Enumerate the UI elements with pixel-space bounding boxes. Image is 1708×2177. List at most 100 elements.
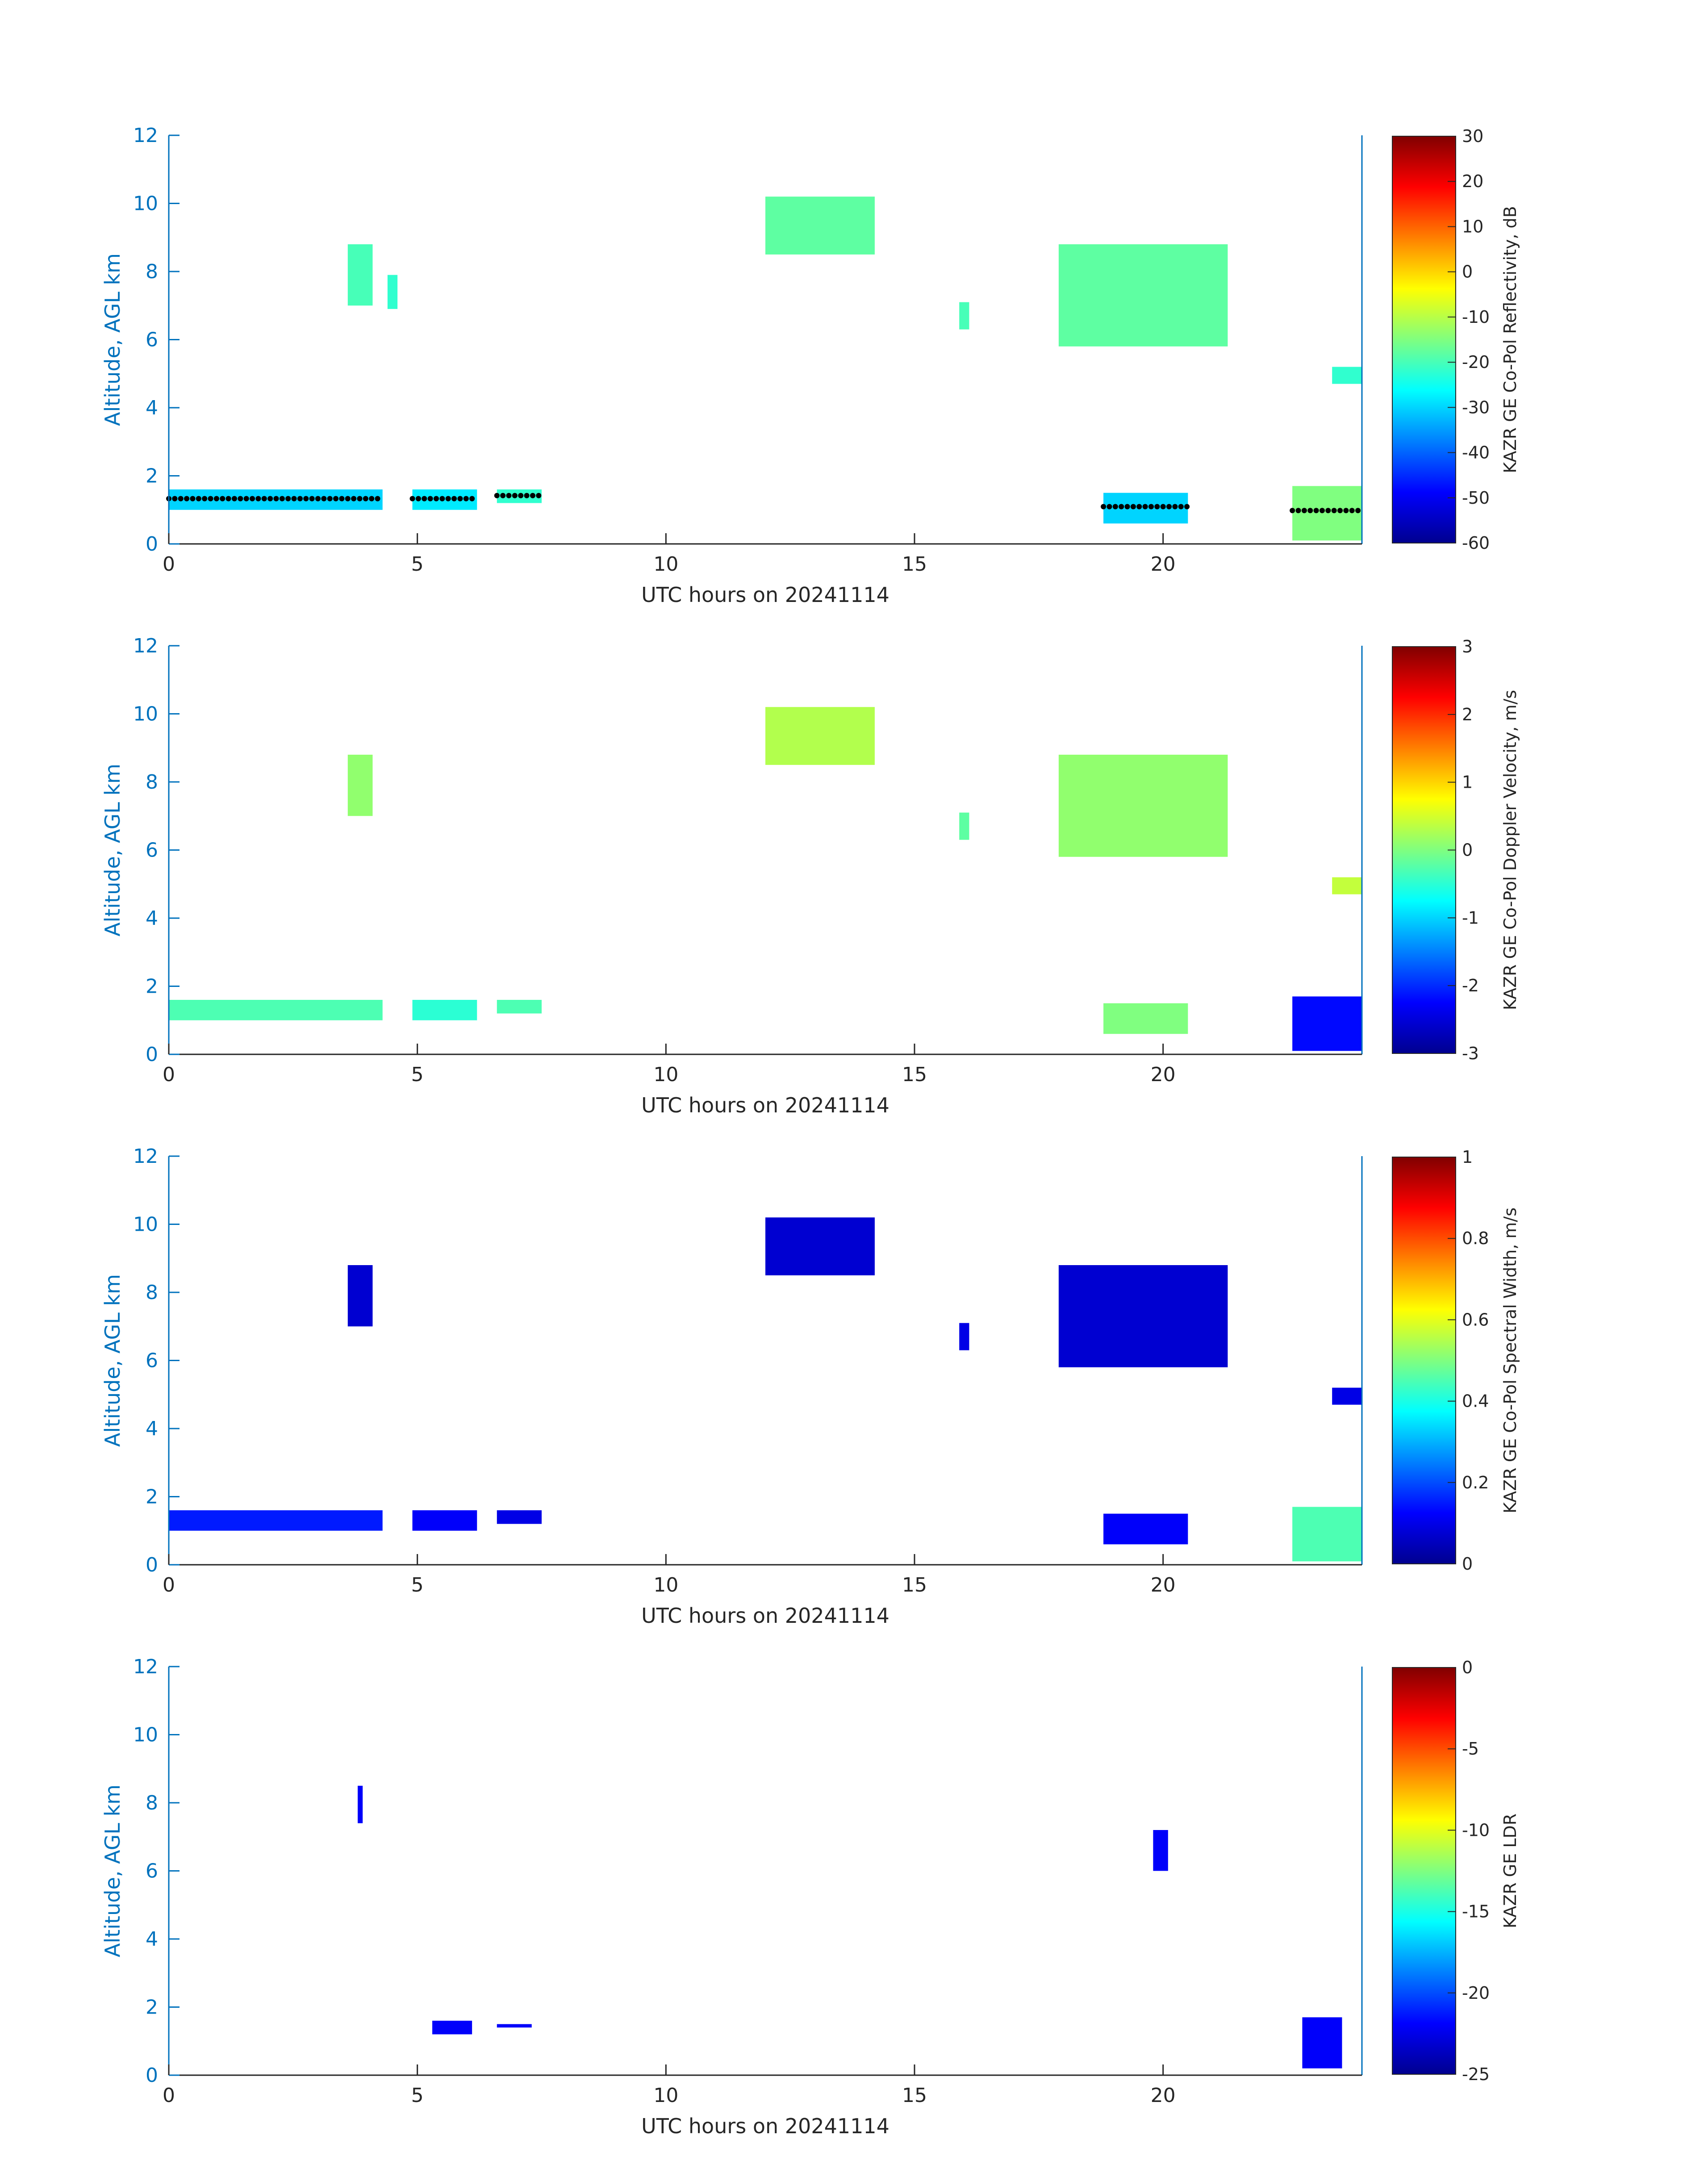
echo-region (1332, 1387, 1362, 1405)
cloud-base-point (463, 496, 469, 501)
cloud-base-point (297, 496, 303, 501)
colorbar-tick-label: -30 (1462, 397, 1490, 417)
colorbar-tick-label: -60 (1462, 533, 1490, 553)
echo-region (1292, 1507, 1362, 1562)
echo-region (412, 1000, 477, 1020)
colorbar-tick-label: -1 (1462, 908, 1479, 928)
cloud-base-point (1136, 504, 1142, 510)
cloud-base-point (500, 493, 506, 498)
cloud-base-point (1178, 504, 1184, 510)
y-tick-label: 8 (146, 1792, 158, 1814)
cloud-base-point (457, 496, 463, 501)
x-tick-label: 0 (163, 1574, 175, 1596)
cloud-base-point (512, 493, 518, 498)
echo-region (959, 302, 969, 330)
y-tick-label: 6 (146, 839, 158, 862)
x-axis-label: UTC hours on 20241114 (641, 1604, 889, 1628)
y-tick-label: 8 (146, 771, 158, 794)
cloud-base-point (1313, 508, 1319, 514)
colorbar-tick-label: -20 (1462, 1983, 1490, 2003)
cloud-base-point (291, 496, 297, 501)
colorbar-label: KAZR GE Co-Pol Spectral Width, m/s (1500, 1208, 1520, 1513)
cloud-base-point (190, 496, 196, 501)
echo-region (959, 1323, 969, 1350)
y-axis-label: Altitude, AGL km (100, 764, 125, 936)
colorbar (1392, 646, 1456, 1054)
echo-region (432, 2021, 472, 2035)
echo-region (497, 2024, 532, 2028)
echo-region (1302, 2017, 1342, 2068)
echo-region (1332, 367, 1362, 384)
cloud-base-point (267, 496, 273, 501)
x-tick-label: 0 (163, 2084, 175, 2107)
cloud-base-point (445, 496, 451, 501)
cloud-base-point (1154, 504, 1160, 510)
cloud-base-point (363, 496, 368, 501)
colorbar-tick-label: -3 (1462, 1044, 1479, 1063)
colorbar-tick-label: 2 (1462, 705, 1473, 724)
echo-region (169, 1000, 383, 1020)
colorbar-tick-label: -20 (1462, 352, 1490, 372)
colorbar-tick-label: 0 (1462, 1554, 1473, 1574)
y-axis-label: Altitude, AGL km (100, 1274, 125, 1447)
y-tick-label: 2 (146, 975, 158, 998)
echo-region (765, 707, 875, 765)
echo-region (1153, 1830, 1168, 1871)
colorbar-label: KAZR GE Co-Pol Doppler Velocity, m/s (1500, 690, 1520, 1010)
cloud-base-point (231, 496, 237, 501)
cloud-base-point (1101, 504, 1107, 510)
colorbar-tick-label: 0 (1462, 262, 1473, 282)
cloud-base-point (433, 496, 439, 501)
echo-region (959, 812, 969, 840)
cloud-base-point (303, 496, 309, 501)
cloud-base-point (279, 496, 285, 501)
colorbar-tick-label: 30 (1462, 126, 1483, 146)
colorbar-tick-label: 1 (1462, 1147, 1473, 1167)
cloud-base-point (327, 496, 333, 501)
echo-region (169, 1510, 383, 1531)
y-tick-label: 4 (146, 397, 158, 419)
cloud-base-point (202, 496, 208, 501)
y-tick-label: 6 (146, 1860, 158, 1883)
cloud-base-point (309, 496, 315, 501)
echo-region (1292, 996, 1362, 1051)
cloud-base-point (351, 496, 357, 501)
y-tick-label: 0 (146, 2064, 158, 2087)
colorbar-tick-label: 1 (1462, 773, 1473, 792)
cloud-base-point (213, 496, 219, 501)
echo-region (358, 1785, 363, 1823)
cloud-base-point (1319, 508, 1325, 514)
cloud-base-point (321, 496, 327, 501)
colorbar-tick-label: 0.4 (1462, 1391, 1489, 1411)
cloud-base-point (261, 496, 267, 501)
x-tick-label: 20 (1151, 553, 1176, 576)
x-axis-label: UTC hours on 20241114 (641, 1093, 889, 1117)
cloud-base-point (238, 496, 243, 501)
y-tick-label: 12 (133, 1145, 158, 1168)
y-tick-label: 4 (146, 1417, 158, 1440)
cloud-base-point (422, 496, 427, 501)
y-tick-label: 0 (146, 1554, 158, 1576)
echo-region (347, 1265, 373, 1327)
cloud-base-point (1166, 504, 1172, 510)
y-tick-label: 2 (146, 1996, 158, 2019)
cloud-base-point (339, 496, 345, 501)
cloud-base-point (250, 496, 255, 501)
cloud-base-point (494, 493, 500, 498)
cloud-base-point (1290, 508, 1295, 514)
cloud-base-point (1325, 508, 1331, 514)
echo-region (1058, 244, 1228, 347)
echo-region (765, 1217, 875, 1275)
y-axis-label: Altitude, AGL km (100, 253, 125, 426)
x-tick-label: 15 (902, 1574, 927, 1596)
echo-region (765, 196, 875, 255)
cloud-base-point (409, 496, 415, 501)
echo-region (1103, 1513, 1188, 1545)
echo-region (347, 244, 373, 306)
cloud-base-point (184, 496, 190, 501)
colorbar-tick-label: 20 (1462, 171, 1483, 191)
cloud-base-point (315, 496, 321, 501)
x-tick-label: 20 (1151, 1574, 1176, 1596)
colorbar (1392, 1157, 1456, 1564)
